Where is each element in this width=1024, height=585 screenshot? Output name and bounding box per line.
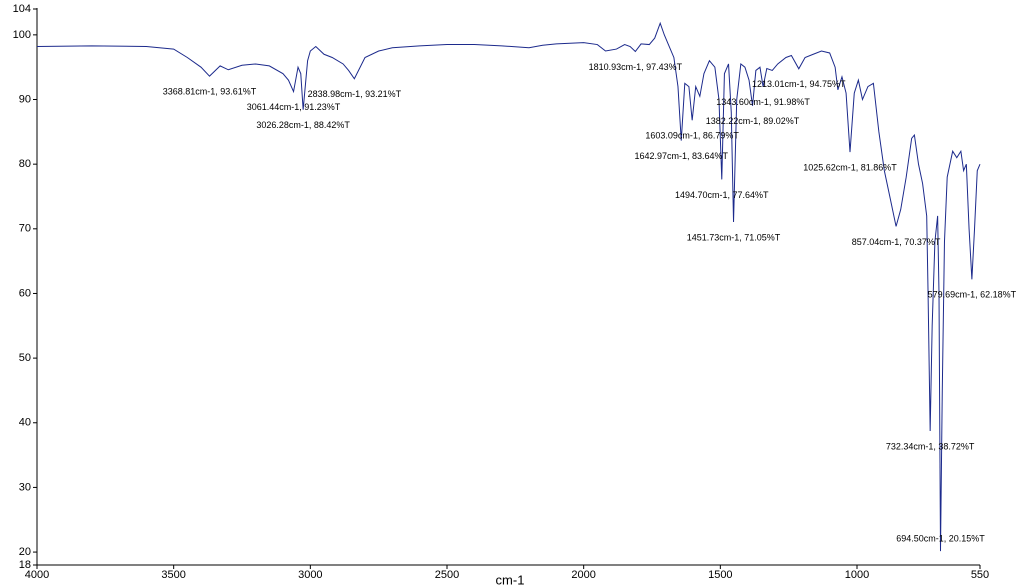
peak-label: 579.69cm-1, 62.18%T <box>928 290 1017 300</box>
y-tick-label: 90 <box>19 93 31 105</box>
x-tick-label: 4000 <box>25 569 49 581</box>
x-tick-label: 550 <box>971 569 989 581</box>
x-tick-label: 1000 <box>845 569 869 581</box>
peak-label: 732.34cm-1, 38.72%T <box>886 441 975 451</box>
y-tick-label: 104 <box>13 3 31 15</box>
x-axis-label: cm-1 <box>496 572 525 585</box>
peak-label: 3061.44cm-1, 91.23%T <box>247 102 341 112</box>
x-tick-label: 1500 <box>708 569 732 581</box>
peak-label: 694.50cm-1, 20.15%T <box>896 533 985 543</box>
peak-label: 1025.62cm-1, 81.86%T <box>803 163 897 173</box>
y-tick-label: 80 <box>19 158 31 170</box>
peak-label: 1642.97cm-1, 83.64%T <box>634 151 728 161</box>
y-tick-label: 100 <box>13 29 31 41</box>
peak-label: 2838.98cm-1, 93.21%T <box>308 89 402 99</box>
peak-label: 3368.81cm-1, 93.61%T <box>163 87 257 97</box>
peak-label: 1343.60cm-1, 91.98%T <box>716 97 810 107</box>
peak-label: 3026.28cm-1, 88.42%T <box>256 120 350 130</box>
x-tick-label: 2000 <box>571 569 595 581</box>
y-tick-label: 18 <box>19 559 31 571</box>
peak-label: 1451.73cm-1, 71.05%T <box>687 232 781 242</box>
x-tick-label: 3000 <box>298 569 322 581</box>
peak-label: 1494.70cm-1, 77.64%T <box>675 190 769 200</box>
spectrum-line <box>36 21 981 552</box>
y-tick-label: 50 <box>19 352 31 364</box>
y-tick-label: 30 <box>19 481 31 493</box>
peak-label: 1810.93cm-1, 97.43%T <box>589 62 683 72</box>
y-tick-label: 70 <box>19 223 31 235</box>
peak-label: 1213.01cm-1, 94.75%T <box>752 79 846 89</box>
peak-label: 1603.09cm-1, 86.79%T <box>645 131 739 141</box>
x-tick-label: 3500 <box>161 569 185 581</box>
y-tick-label: 60 <box>19 287 31 299</box>
y-tick-label: 20 <box>19 546 31 558</box>
y-tick-label: 40 <box>19 417 31 429</box>
peak-label: 857.04cm-1, 70.37%T <box>852 237 941 247</box>
peak-label: 1382.22cm-1, 89.02%T <box>706 116 800 126</box>
x-tick-label: 2500 <box>435 569 459 581</box>
